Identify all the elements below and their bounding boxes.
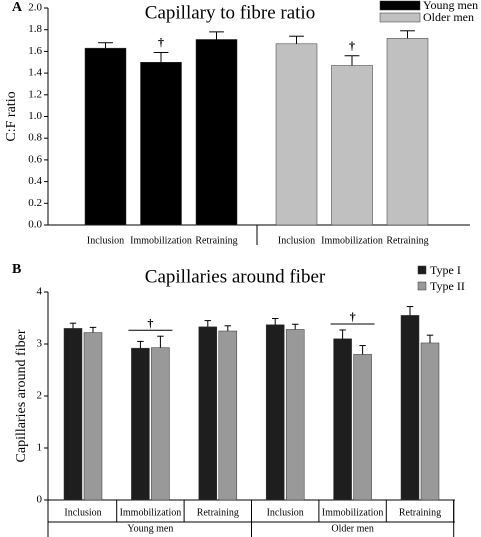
bar (83, 332, 103, 501)
y-tick-label: 2 (37, 390, 43, 402)
x-tick-label: Inclusion (64, 507, 101, 518)
bar (400, 315, 420, 501)
bar (386, 38, 429, 226)
y-tick-label: 1 (37, 442, 43, 454)
legend-label: Type II (430, 279, 465, 293)
y-tick-label: 0.0 (28, 219, 42, 231)
y-tick-label: 1.0 (28, 110, 42, 122)
y-tick-label: 0.6 (28, 153, 42, 165)
x-tick-label: Retraining (197, 507, 239, 518)
bar (265, 324, 285, 501)
bar (140, 62, 182, 226)
x-tick-label: Retraining (399, 507, 441, 518)
bar (275, 43, 318, 226)
x-tick-label: Immobilization (321, 235, 383, 246)
y-tick-label: 2.0 (28, 2, 42, 14)
annotation: † (349, 38, 355, 52)
y-tick-label: 1.8 (28, 23, 42, 35)
bar (285, 329, 305, 501)
legend-label: Older men (423, 10, 474, 24)
x-tick-label: Inclusion (87, 235, 124, 246)
y-axis-label: C:F ratio (4, 91, 19, 141)
bar (333, 338, 352, 501)
chart-title: Capillary to fibre ratio (145, 2, 315, 23)
x-tick-label: Immobilization (130, 235, 192, 246)
y-tick-label: 4 (37, 286, 43, 298)
annotation: † (350, 310, 356, 324)
group-label: Young men (127, 523, 173, 534)
y-tick-label: 1.4 (28, 67, 42, 79)
y-axis-label: Capillaries around fiber (14, 329, 29, 462)
chart-title: Capillaries around fiber (145, 266, 326, 287)
y-tick-label: 1.6 (28, 45, 42, 57)
bar (198, 326, 218, 501)
legend-label: Young men (423, 0, 478, 12)
x-tick-label: Retraining (386, 235, 428, 246)
x-tick-label: Retraining (195, 235, 237, 246)
x-tick-label: Immobilization (322, 507, 384, 518)
bar (84, 47, 127, 226)
group-label: Older men (331, 523, 374, 534)
legend-swatch (417, 281, 427, 291)
y-tick-label: 0.8 (28, 132, 42, 144)
bar (420, 342, 440, 501)
x-tick-label: Inclusion (278, 235, 315, 246)
bar (131, 347, 150, 501)
panel-label: B (12, 262, 21, 277)
y-tick-label: 3 (37, 338, 43, 350)
legend-label: Type I (430, 263, 461, 277)
legend-swatch (417, 265, 427, 275)
panel-label: A (12, 0, 23, 15)
legend-swatch (379, 12, 421, 23)
y-tick-label: 0 (37, 494, 43, 506)
bar (353, 354, 372, 501)
y-tick-label: 1.2 (28, 88, 42, 100)
legend-swatch (379, 0, 421, 11)
annotation: † (158, 35, 164, 49)
bar (63, 328, 83, 501)
annotation: † (147, 316, 153, 330)
bar (218, 330, 238, 501)
x-tick-label: Immobilization (120, 507, 182, 518)
bar (195, 39, 238, 226)
bar (151, 347, 170, 501)
x-tick-label: Inclusion (267, 507, 304, 518)
y-tick-label: 0.4 (28, 175, 42, 187)
y-tick-label: 0.2 (28, 197, 42, 209)
bar (331, 65, 373, 226)
